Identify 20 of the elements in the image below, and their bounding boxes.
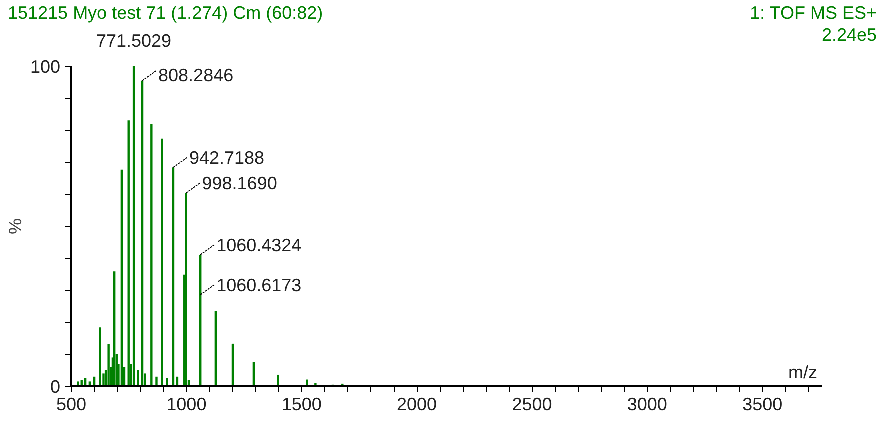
text: 2.24e5 xyxy=(822,25,877,45)
annotation: 942.7188 xyxy=(189,148,265,168)
text: 1: TOF MS ES+ xyxy=(750,3,877,23)
y-tick-label: 0 xyxy=(50,377,61,397)
annotation: 1060.4324 xyxy=(216,235,302,256)
annotation: 1060.6173 xyxy=(216,275,302,296)
annotation: 808.2846 xyxy=(158,65,234,86)
x-tick-label: 1000 xyxy=(166,394,207,414)
annotation: 998.1690 xyxy=(202,174,278,194)
x-tick-label: 500 xyxy=(56,394,87,414)
x-tick-label: 1500 xyxy=(282,394,322,414)
x-tick-label: 2000 xyxy=(397,394,438,414)
y-tick-label: 100 xyxy=(30,57,61,77)
x-tick-label: 3000 xyxy=(627,394,668,414)
x-axis-title: m/z xyxy=(788,362,818,382)
chart-title: 151215 Myo test 71 (1.274) Cm (60:82) xyxy=(8,2,324,24)
y-axis-title: % xyxy=(5,218,26,234)
x-tick-label: 3500 xyxy=(742,394,783,414)
x-tick-label: 2500 xyxy=(512,394,552,414)
annotation: 771.5029 xyxy=(95,30,173,52)
